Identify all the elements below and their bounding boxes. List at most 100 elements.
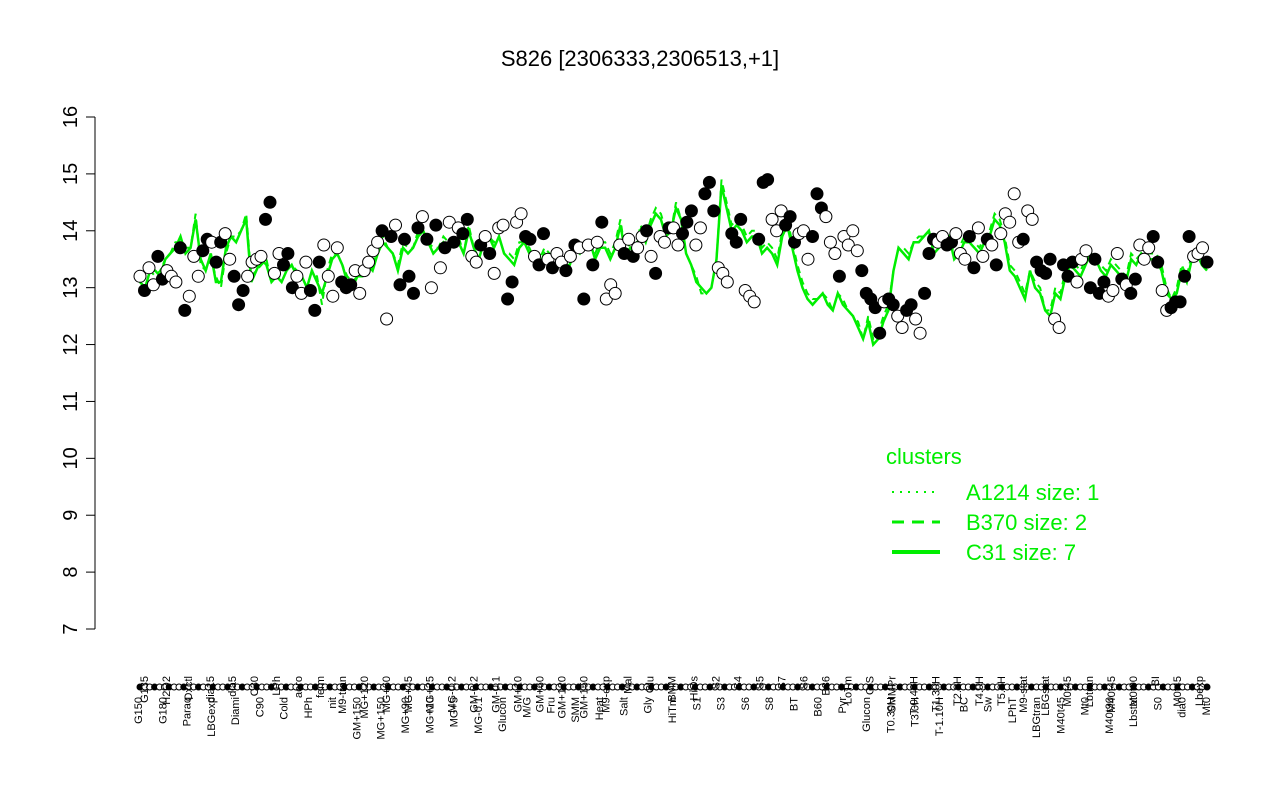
x-tick-label-top: M9-exp xyxy=(601,676,613,713)
data-point xyxy=(994,227,1008,241)
data-point xyxy=(402,269,416,283)
data-point xyxy=(563,249,577,263)
data-point xyxy=(909,312,923,326)
x-tick-label-top: S7 xyxy=(776,676,788,689)
data-point xyxy=(182,289,196,303)
data-point xyxy=(263,195,277,209)
data-point xyxy=(873,326,887,340)
data-point xyxy=(976,249,990,263)
data-point xyxy=(1137,252,1151,266)
data-point xyxy=(133,269,147,283)
x-tick-label-top: GM-0.2 xyxy=(469,676,481,713)
data-point xyxy=(832,269,846,283)
x-tick-label-bottom: C90 xyxy=(254,697,266,717)
points-layer xyxy=(133,173,1214,340)
data-point xyxy=(747,295,761,309)
data-point xyxy=(1106,284,1120,297)
x-tick-label-top: MG+120 xyxy=(359,676,371,719)
x-tick-label-top: MG-0.2 xyxy=(447,676,459,713)
x-tick-label-bottom: MG+10 xyxy=(424,697,436,733)
x-tick-label-bottom: B60 xyxy=(813,697,825,717)
data-point xyxy=(810,187,824,201)
data-point xyxy=(232,298,246,312)
x-tick-label-top: H2O2 xyxy=(161,676,173,705)
y-tick-label: 7 xyxy=(60,623,82,634)
data-point xyxy=(420,232,434,246)
data-point xyxy=(429,218,443,232)
data-point xyxy=(411,221,425,235)
x-tick-label-top: HiOs xyxy=(689,676,701,701)
data-point xyxy=(169,275,183,289)
x-tick-label-top: B36 xyxy=(820,676,832,696)
data-point xyxy=(855,264,869,278)
data-point xyxy=(1025,212,1039,226)
x-tick-label-bottom: S1 xyxy=(691,697,703,710)
x-tick-label-top: T1.30H xyxy=(930,676,942,712)
data-point xyxy=(469,255,483,269)
data-point xyxy=(478,230,492,243)
legend: clusters A1214 size: 1 B370 size: 2 C31 … xyxy=(886,444,1099,565)
data-point xyxy=(223,252,237,266)
data-point xyxy=(456,227,470,241)
x-tick-label-top: T-0.40H xyxy=(908,676,920,715)
series-line-solid xyxy=(139,185,1208,348)
data-point xyxy=(196,244,210,258)
x-tick-label-bottom: MG-0.1 xyxy=(473,697,485,734)
data-point xyxy=(173,241,187,255)
data-point xyxy=(353,286,367,300)
x-tick-label-bottom: T-1.10H xyxy=(934,697,946,736)
data-point xyxy=(823,235,837,249)
data-point xyxy=(447,235,461,249)
data-point xyxy=(1146,230,1160,243)
data-point xyxy=(702,175,716,189)
x-tick-label-bottom: S8 xyxy=(764,697,776,710)
series-line-dashed xyxy=(139,179,1208,342)
x-tick-label-top: BI xyxy=(1150,676,1162,686)
x-tick-label-bottom: Glucon xyxy=(497,697,509,732)
data-point xyxy=(734,212,748,226)
data-point xyxy=(142,261,156,275)
x-tick-label-bottom: T0.30H xyxy=(886,697,898,733)
x-tick-label-top: G135 xyxy=(139,676,151,703)
data-point xyxy=(689,238,703,252)
data-point xyxy=(393,278,407,292)
data-point xyxy=(693,221,707,235)
data-point xyxy=(380,312,394,326)
x-tick-label-top: MG+60 xyxy=(381,676,393,712)
data-point xyxy=(460,212,474,226)
x-tick-label-bottom: S3 xyxy=(716,697,728,710)
x-tick-label-top: S6 xyxy=(798,676,810,689)
x-tick-label-bottom: Gly xyxy=(643,697,655,714)
x-tick-label-bottom: S6 xyxy=(740,697,752,710)
data-point xyxy=(218,227,232,241)
x-tick-label-bottom: LPhT xyxy=(1007,697,1019,724)
x-tick-label-bottom: Pyr xyxy=(837,697,849,714)
x-tick-label-top: Lbtran xyxy=(1084,676,1096,707)
data-point xyxy=(1070,275,1084,289)
data-point xyxy=(586,258,600,272)
x-tick-label-top: GM-0.1 xyxy=(491,676,503,713)
data-point xyxy=(595,215,609,229)
x-tick-label-bottom: Mt0 xyxy=(1080,697,1092,715)
legend-label-a1214: A1214 size: 1 xyxy=(966,480,1099,505)
x-tick-label-top: Oxctl xyxy=(183,676,195,701)
x-tick-label-bottom: Fru xyxy=(546,697,558,714)
data-point xyxy=(371,235,385,249)
data-point xyxy=(658,235,671,249)
legend-label-b370: B370 size: 2 xyxy=(966,510,1087,535)
x-tick-label-top: T5.0H xyxy=(996,676,1008,706)
x-tick-label-top: S4 xyxy=(732,676,744,689)
data-point xyxy=(151,249,165,263)
data-point xyxy=(886,298,900,312)
x-tick-label-bottom: Cold xyxy=(279,697,291,720)
data-point xyxy=(487,266,501,280)
series-layer xyxy=(139,179,1208,348)
data-point xyxy=(761,173,775,187)
data-point xyxy=(958,252,972,266)
x-tick-label-top: MG+45 xyxy=(403,676,415,712)
x-tick-label-top: dia5 xyxy=(227,676,239,697)
legend-title: clusters xyxy=(886,444,962,469)
x-tick-label-top: M0t45 xyxy=(1172,676,1184,707)
data-point xyxy=(384,230,398,243)
